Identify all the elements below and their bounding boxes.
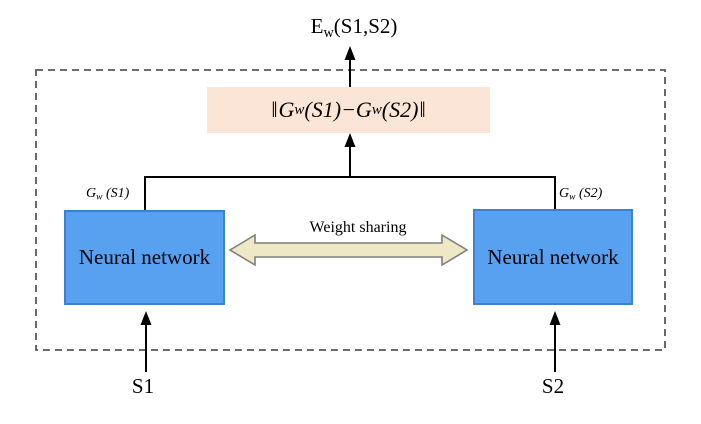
left-neural-network-box: Neural network [64,210,225,305]
output-energy-label: Ew(S1,S2) [311,14,398,42]
formula-sub1: w [294,101,305,118]
formula-g1: G [278,97,295,122]
formula-arg1: (S1) [304,97,342,122]
right-branch-output-label: Gw (S2) [559,186,602,203]
input-s2-label: S2 [541,374,565,398]
left-branch-output-label: Gw (S1) [86,186,129,203]
left-branch-main: G [86,186,97,201]
right-neural-network-box: Neural network [473,209,633,305]
output-energy-main: E [310,14,324,38]
distance-input-arrowhead [344,133,356,147]
right-neural-network-label: Neural network [487,244,619,269]
formula-arg2: (S2) [381,97,419,122]
left-branch-subscript: w [96,192,103,203]
output-energy-subscript: w [323,24,334,41]
right-branch-main: G [559,186,570,201]
output-energy-args: (S1,S2) [333,14,398,38]
formula-minus: − [341,97,356,122]
formula-sub2: w [371,101,382,118]
formula-g2: G [355,97,372,122]
input-s2-arrowhead [549,311,561,325]
output-arrowhead [344,46,356,60]
weight-sharing-label: Weight sharing [309,219,407,236]
weight-sharing-double-arrow [228,233,469,267]
right-branch-subscript: w [569,192,576,203]
norm-open: ‖ [271,97,278,122]
norm-close: ‖ [419,97,426,122]
left-branch-args: (S1) [102,186,130,201]
right-branch-args: (S2) [575,186,603,201]
branch-connector-line [144,176,556,210]
left-neural-network-label: Neural network [78,245,211,269]
input-s1-label: S1 [131,374,155,398]
input-s1-arrowhead [140,311,152,325]
